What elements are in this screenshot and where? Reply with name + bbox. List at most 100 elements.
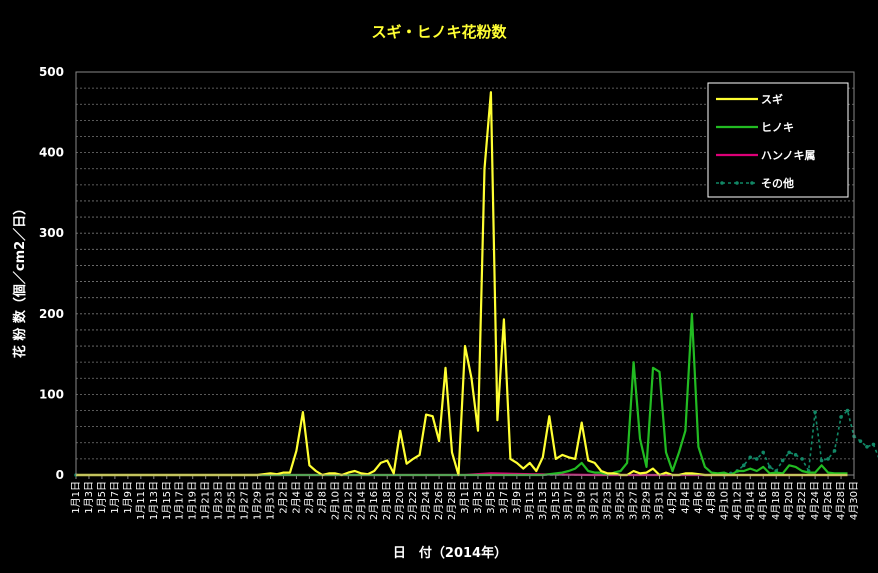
x-tick-label: 1月13日 <box>148 481 160 520</box>
legend-box <box>707 82 849 198</box>
y-axis-ticks: 0 100 200 300 400 500 <box>39 65 64 482</box>
x-axis-ticks: 1月1日 1月3日 1月5日 1月7日 1月9日 1月11日 1月13日 1月15日 1月17日… <box>70 475 860 520</box>
x-tick-label: 4月6日 <box>692 481 704 514</box>
series-point <box>845 408 850 413</box>
series-point <box>858 439 863 443</box>
x-tick-label: 3月19日 <box>576 481 588 520</box>
legend-marker <box>750 181 754 185</box>
x-tick-label: 3月13日 <box>537 481 549 520</box>
x-tick-label: 1月5日 <box>96 481 108 514</box>
legend-marker <box>735 181 739 185</box>
x-tick-label: 2月26日 <box>433 481 445 520</box>
x-tick-label: 3月7日 <box>498 481 510 514</box>
x-tick-label: 3月9日 <box>511 481 523 514</box>
x-tick-label: 1月21日 <box>200 481 212 520</box>
x-tick-label: 2月18日 <box>381 481 393 520</box>
x-tick-label: 1月23日 <box>213 481 225 520</box>
series-point <box>839 415 843 419</box>
series-point <box>761 450 766 455</box>
x-tick-label: 1月17日 <box>174 481 186 520</box>
x-tick-label: 4月12日 <box>731 481 743 520</box>
x-tick-label: 3月25日 <box>615 481 627 520</box>
series-point <box>793 453 798 457</box>
x-tick-label: 3月21日 <box>589 481 601 520</box>
x-tick-label: 3月27日 <box>628 481 640 520</box>
x-tick-label: 3月31日 <box>654 481 666 520</box>
x-tick-label: 3月1日 <box>459 481 471 514</box>
x-tick-label: 2月12日 <box>342 481 354 520</box>
x-tick-label: 4月10日 <box>718 481 730 520</box>
x-tick-label: 1月25日 <box>226 481 238 520</box>
x-tick-label: 1月31日 <box>265 481 277 520</box>
x-tick-label: 4月30日 <box>848 481 860 520</box>
x-tick-label: 4月8日 <box>705 481 717 514</box>
series-point <box>754 457 759 461</box>
x-tick-label: 3月23日 <box>602 481 614 520</box>
x-tick-label: 2月14日 <box>355 481 367 520</box>
x-tick-label: 4月28日 <box>835 481 847 520</box>
x-tick-label: 1月1日 <box>70 481 82 514</box>
series-point <box>748 455 753 460</box>
x-tick-label: 4月2日 <box>666 481 678 514</box>
x-tick-label: 4月24日 <box>809 481 821 520</box>
x-tick-label: 3月29日 <box>641 481 653 520</box>
series-point <box>819 458 824 463</box>
x-tick-label: 4月26日 <box>822 481 834 520</box>
x-tick-label: 1月19日 <box>187 481 199 520</box>
x-tick-label: 2月20日 <box>394 481 406 520</box>
x-tick-label: 4月20日 <box>783 481 795 520</box>
series-line-2 <box>76 312 848 477</box>
legend-label: ハンノキ属 <box>761 149 815 162</box>
x-tick-label: 4月18日 <box>770 481 782 520</box>
series-point <box>800 457 804 461</box>
x-tick-label: 3月15日 <box>550 481 562 520</box>
series-point <box>767 465 772 469</box>
x-tick-label: 2月10日 <box>329 481 341 520</box>
x-tick-label: 2月16日 <box>368 481 380 520</box>
x-tick-label: 3月3日 <box>472 481 484 514</box>
x-tick-label: 4月14日 <box>744 481 756 520</box>
y-tick-label: 400 <box>39 146 64 160</box>
x-tick-label: 2月6日 <box>303 481 315 514</box>
series-point <box>826 457 830 461</box>
series-line-1 <box>76 91 848 477</box>
series-point <box>865 444 869 449</box>
x-tick-label: 1月7日 <box>109 481 121 514</box>
x-tick-label: 1月27日 <box>239 481 251 520</box>
chart-title: スギ・ヒノキ花粉数 <box>371 23 507 41</box>
x-tick-label: 2月8日 <box>316 481 328 514</box>
series-point <box>813 410 817 414</box>
y-tick-label: 0 <box>56 468 64 482</box>
series-point <box>871 442 876 447</box>
y-axis-label: 花 粉 数（個／cm2／日） <box>12 202 28 358</box>
x-tick-label: 4月4日 <box>679 481 691 514</box>
y-tick-label: 300 <box>39 226 64 240</box>
x-tick-label: 4月16日 <box>757 481 769 520</box>
x-tick-label: 2月28日 <box>446 481 458 520</box>
x-tick-label: 1月15日 <box>161 481 173 520</box>
x-tick-label: 2月22日 <box>407 481 419 520</box>
x-tick-label: 3月17日 <box>563 481 575 520</box>
legend-label: スギ <box>761 92 783 106</box>
x-tick-label: 1月29日 <box>252 481 264 520</box>
x-tick-label: 2月24日 <box>420 481 432 520</box>
y-tick-label: 100 <box>39 387 64 401</box>
legend-label: その他 <box>761 176 794 190</box>
y-tick-label: 500 <box>39 65 64 79</box>
x-tick-label: 1月9日 <box>122 481 134 514</box>
x-tick-label: 1月11日 <box>135 481 147 520</box>
x-axis-label: 日 付（2014年） <box>393 545 507 561</box>
x-tick-label: 4月22日 <box>796 481 808 520</box>
plot-frame <box>75 71 855 476</box>
series-point <box>741 463 746 468</box>
series-point <box>832 449 837 453</box>
legend-label: ヒノキ <box>761 121 794 134</box>
series-point <box>787 450 791 455</box>
legend-marker <box>720 181 724 185</box>
x-tick-label: 2月2日 <box>277 481 289 514</box>
y-tick-label: 200 <box>39 307 64 321</box>
x-tick-label: 1月3日 <box>83 481 95 514</box>
series-point <box>780 458 785 463</box>
